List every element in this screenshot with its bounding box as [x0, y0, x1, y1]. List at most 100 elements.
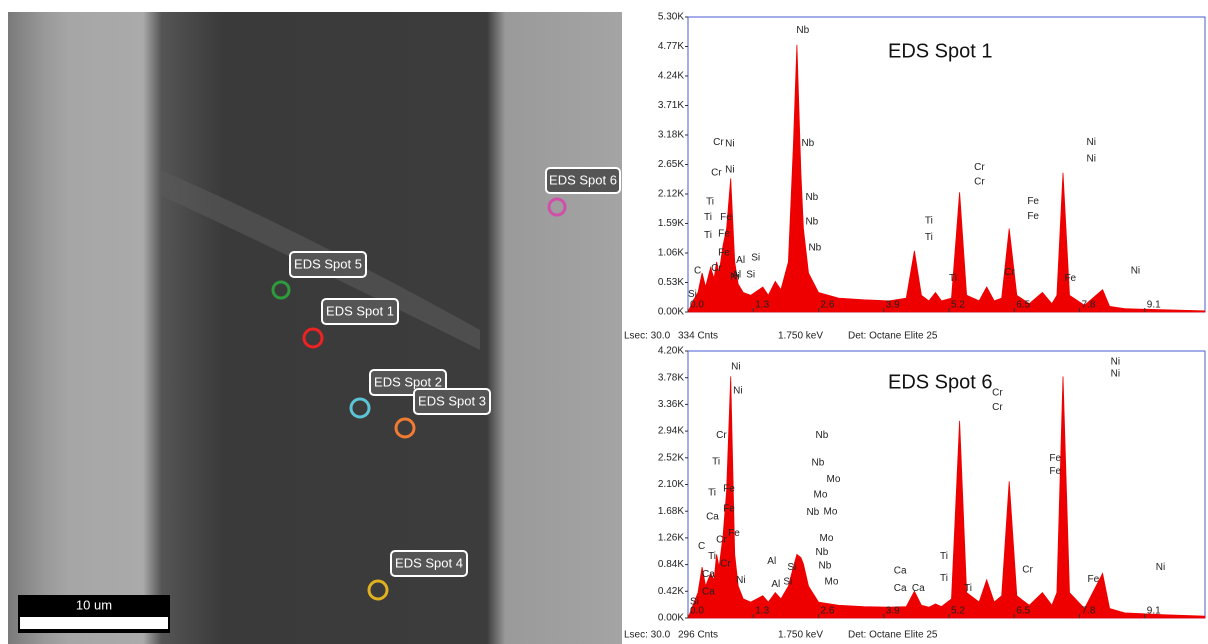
peak-label: Cr	[716, 430, 727, 441]
peak-label: Ti	[964, 583, 972, 594]
y-tick-label: 2.52K	[658, 452, 684, 463]
peak-label: Si	[787, 562, 796, 573]
scale-bar	[20, 617, 168, 629]
sem-image: EDS Spot 5 EDS Spot 1 EDS Spot 2 EDS Spo…	[8, 12, 622, 644]
y-tick-label: 0.00K	[658, 613, 684, 624]
peak-label: Ni	[731, 362, 740, 373]
chart-title: EDS Spot 1	[888, 40, 993, 62]
spot-text: EDS Spot 2	[374, 374, 442, 389]
peak-label: Ti	[925, 215, 933, 226]
y-tick-label: 2.65K	[658, 159, 684, 170]
y-tick-label: 0.00K	[658, 307, 684, 318]
peak-label: Nb	[815, 547, 828, 558]
y-tick-label: 5.30K	[658, 12, 684, 23]
y-tick-label: 2.94K	[658, 426, 684, 437]
peak-label: Cr	[720, 559, 731, 570]
spot-label: EDS Spot 1	[322, 299, 398, 324]
peak-label: Ti	[708, 487, 716, 498]
x-tick-label: 1.3	[755, 606, 769, 617]
spot-label: EDS Spot 6	[546, 168, 620, 193]
peak-label: Al	[771, 579, 780, 590]
peak-label: Ni	[725, 139, 734, 150]
peak-label: Ti	[704, 230, 712, 241]
chart-title: EDS Spot 6	[888, 371, 993, 393]
peak-label: C	[698, 541, 705, 552]
peak-label: Fe	[718, 248, 730, 259]
peak-label: Fe	[1064, 273, 1076, 284]
y-tick-label: 2.10K	[658, 479, 684, 490]
peak-label: Si	[690, 597, 699, 608]
peak-label: Cr	[713, 137, 724, 148]
peak-label: Cr	[711, 167, 722, 178]
peak-label: Mo	[825, 576, 839, 587]
peak-label: Cr	[711, 263, 722, 274]
peak-label: Mo	[813, 489, 827, 500]
peak-label: Nb	[805, 216, 818, 227]
peak-label: Fe	[1049, 453, 1061, 464]
peak-label: Ca	[702, 587, 715, 598]
peak-label: Si	[783, 576, 792, 587]
x-tick-label: 7.8	[1082, 300, 1096, 311]
peak-label: Al	[732, 269, 741, 280]
spot-label: EDS Spot 5	[290, 252, 366, 277]
peak-label: Nb	[805, 192, 818, 203]
y-tick-label: 2.12K	[658, 189, 684, 200]
y-tick-label: 1.26K	[658, 533, 684, 544]
peak-label: Fe	[718, 229, 730, 240]
footer-field: Det: Octane Elite 25	[848, 630, 938, 641]
peak-label: Fe	[720, 212, 732, 223]
peak-label: Mo	[820, 533, 834, 544]
footer-field: 1.750 keV	[778, 630, 823, 641]
peak-label: Ni	[1087, 137, 1096, 148]
spot-label: EDS Spot 3	[414, 389, 490, 414]
peak-label: Fe	[728, 528, 740, 539]
peak-label: C	[694, 265, 701, 276]
x-tick-label: 5.2	[951, 300, 965, 311]
peak-label: Cr	[974, 162, 985, 173]
peak-label: Fe	[1049, 466, 1061, 477]
peak-label: Ni	[1131, 265, 1140, 276]
x-tick-label: 9.1	[1147, 606, 1161, 617]
x-tick-label: 3.9	[886, 300, 900, 311]
y-tick-label: 0.42K	[658, 586, 684, 597]
y-tick-label: 4.24K	[658, 71, 684, 82]
x-tick-label: 1.3	[755, 300, 769, 311]
peak-label: Si	[688, 289, 697, 300]
peak-label: Ca	[702, 569, 715, 580]
spot-text: EDS Spot 6	[549, 172, 617, 187]
footer-field: Lsec: 30.0	[624, 331, 671, 342]
peak-label: Mo	[824, 506, 838, 517]
footer-field: Det: Octane Elite 25	[848, 331, 938, 342]
peak-label: Cr	[1004, 267, 1015, 278]
peak-label: Al	[736, 255, 745, 266]
peak-label: Ti	[940, 573, 948, 584]
peak-label: Fe	[1027, 211, 1039, 222]
peak-label: Nb	[815, 430, 828, 441]
x-tick-label: 5.2	[951, 606, 965, 617]
y-tick-label: 0.53K	[658, 277, 684, 288]
peak-label: Ti	[712, 456, 720, 467]
spot-text: EDS Spot 5	[294, 256, 362, 271]
footer-field: Lsec: 30.0	[624, 630, 671, 641]
x-tick-label: 2.6	[821, 606, 835, 617]
peak-label: Cr	[974, 176, 985, 187]
x-tick-label: 7.8	[1082, 606, 1096, 617]
y-tick-label: 3.36K	[658, 399, 684, 410]
peak-label: Nb	[796, 25, 809, 36]
peak-label: Ca	[894, 566, 907, 577]
footer-field: 296 Cnts	[678, 630, 718, 641]
x-tick-label: 6.5	[1016, 606, 1030, 617]
y-tick-label: 4.77K	[658, 41, 684, 52]
footer-field: 334 Cnts	[678, 331, 718, 342]
peak-label: Mo	[827, 474, 841, 485]
peak-label: Cr	[716, 534, 727, 545]
peak-label: Ni	[733, 386, 742, 397]
y-tick-label: 3.18K	[658, 130, 684, 141]
y-tick-label: 3.71K	[658, 100, 684, 111]
spot-text: EDS Spot 4	[395, 555, 463, 570]
peak-label: Al	[767, 556, 776, 567]
peak-label: Fe	[723, 503, 735, 514]
peak-label: Fe	[1088, 574, 1100, 585]
y-tick-label: 4.20K	[658, 346, 684, 357]
peak-label: Ni	[1087, 154, 1096, 165]
